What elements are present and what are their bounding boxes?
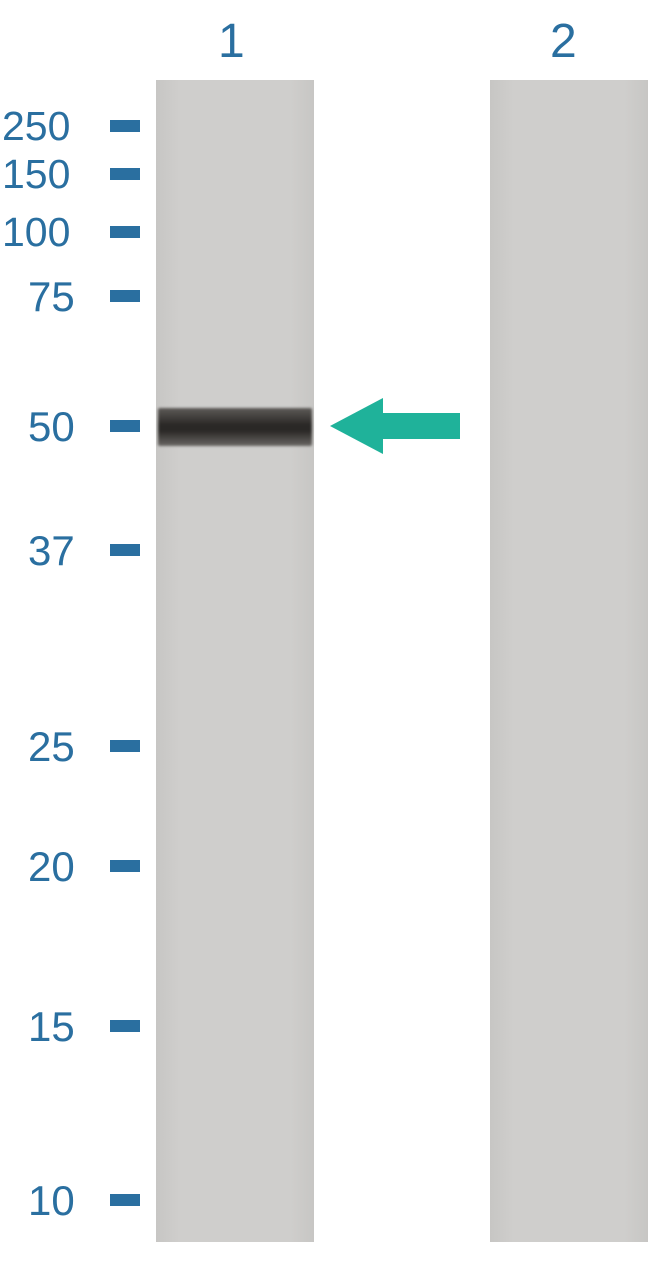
- mw-tick-50: [110, 420, 140, 432]
- mw-tick-100: [110, 226, 140, 238]
- mw-label-10: 10: [28, 1177, 75, 1225]
- band-indicator-arrow: [330, 398, 460, 454]
- mw-tick-250: [110, 120, 140, 132]
- mw-tick-10: [110, 1194, 140, 1206]
- mw-label-75: 75: [28, 273, 75, 321]
- mw-label-20: 20: [28, 843, 75, 891]
- lane-1-label: 1: [218, 14, 245, 69]
- arrow-shaft: [380, 413, 460, 439]
- lane-2-label: 2: [550, 14, 577, 69]
- mw-label-100: 100: [2, 209, 70, 256]
- mw-label-15: 15: [28, 1003, 75, 1051]
- arrow-head-icon: [330, 398, 383, 454]
- lane-1: [156, 80, 314, 1242]
- mw-label-50: 50: [28, 403, 75, 451]
- mw-label-25: 25: [28, 723, 75, 771]
- mw-tick-37: [110, 544, 140, 556]
- mw-tick-25: [110, 740, 140, 752]
- mw-label-250: 250: [2, 103, 70, 150]
- mw-label-37: 37: [28, 527, 75, 575]
- mw-tick-75: [110, 290, 140, 302]
- lane-2: [490, 80, 648, 1242]
- western-blot-figure: 1 2 250150 100 75 50 37 25 20 15 10: [0, 0, 650, 1270]
- mw-tick-20: [110, 860, 140, 872]
- mw-tick-15: [110, 1020, 140, 1032]
- mw-tick-150: [110, 168, 140, 180]
- band-lane1-50kda: [158, 408, 312, 446]
- mw-label-150: 150: [2, 151, 70, 198]
